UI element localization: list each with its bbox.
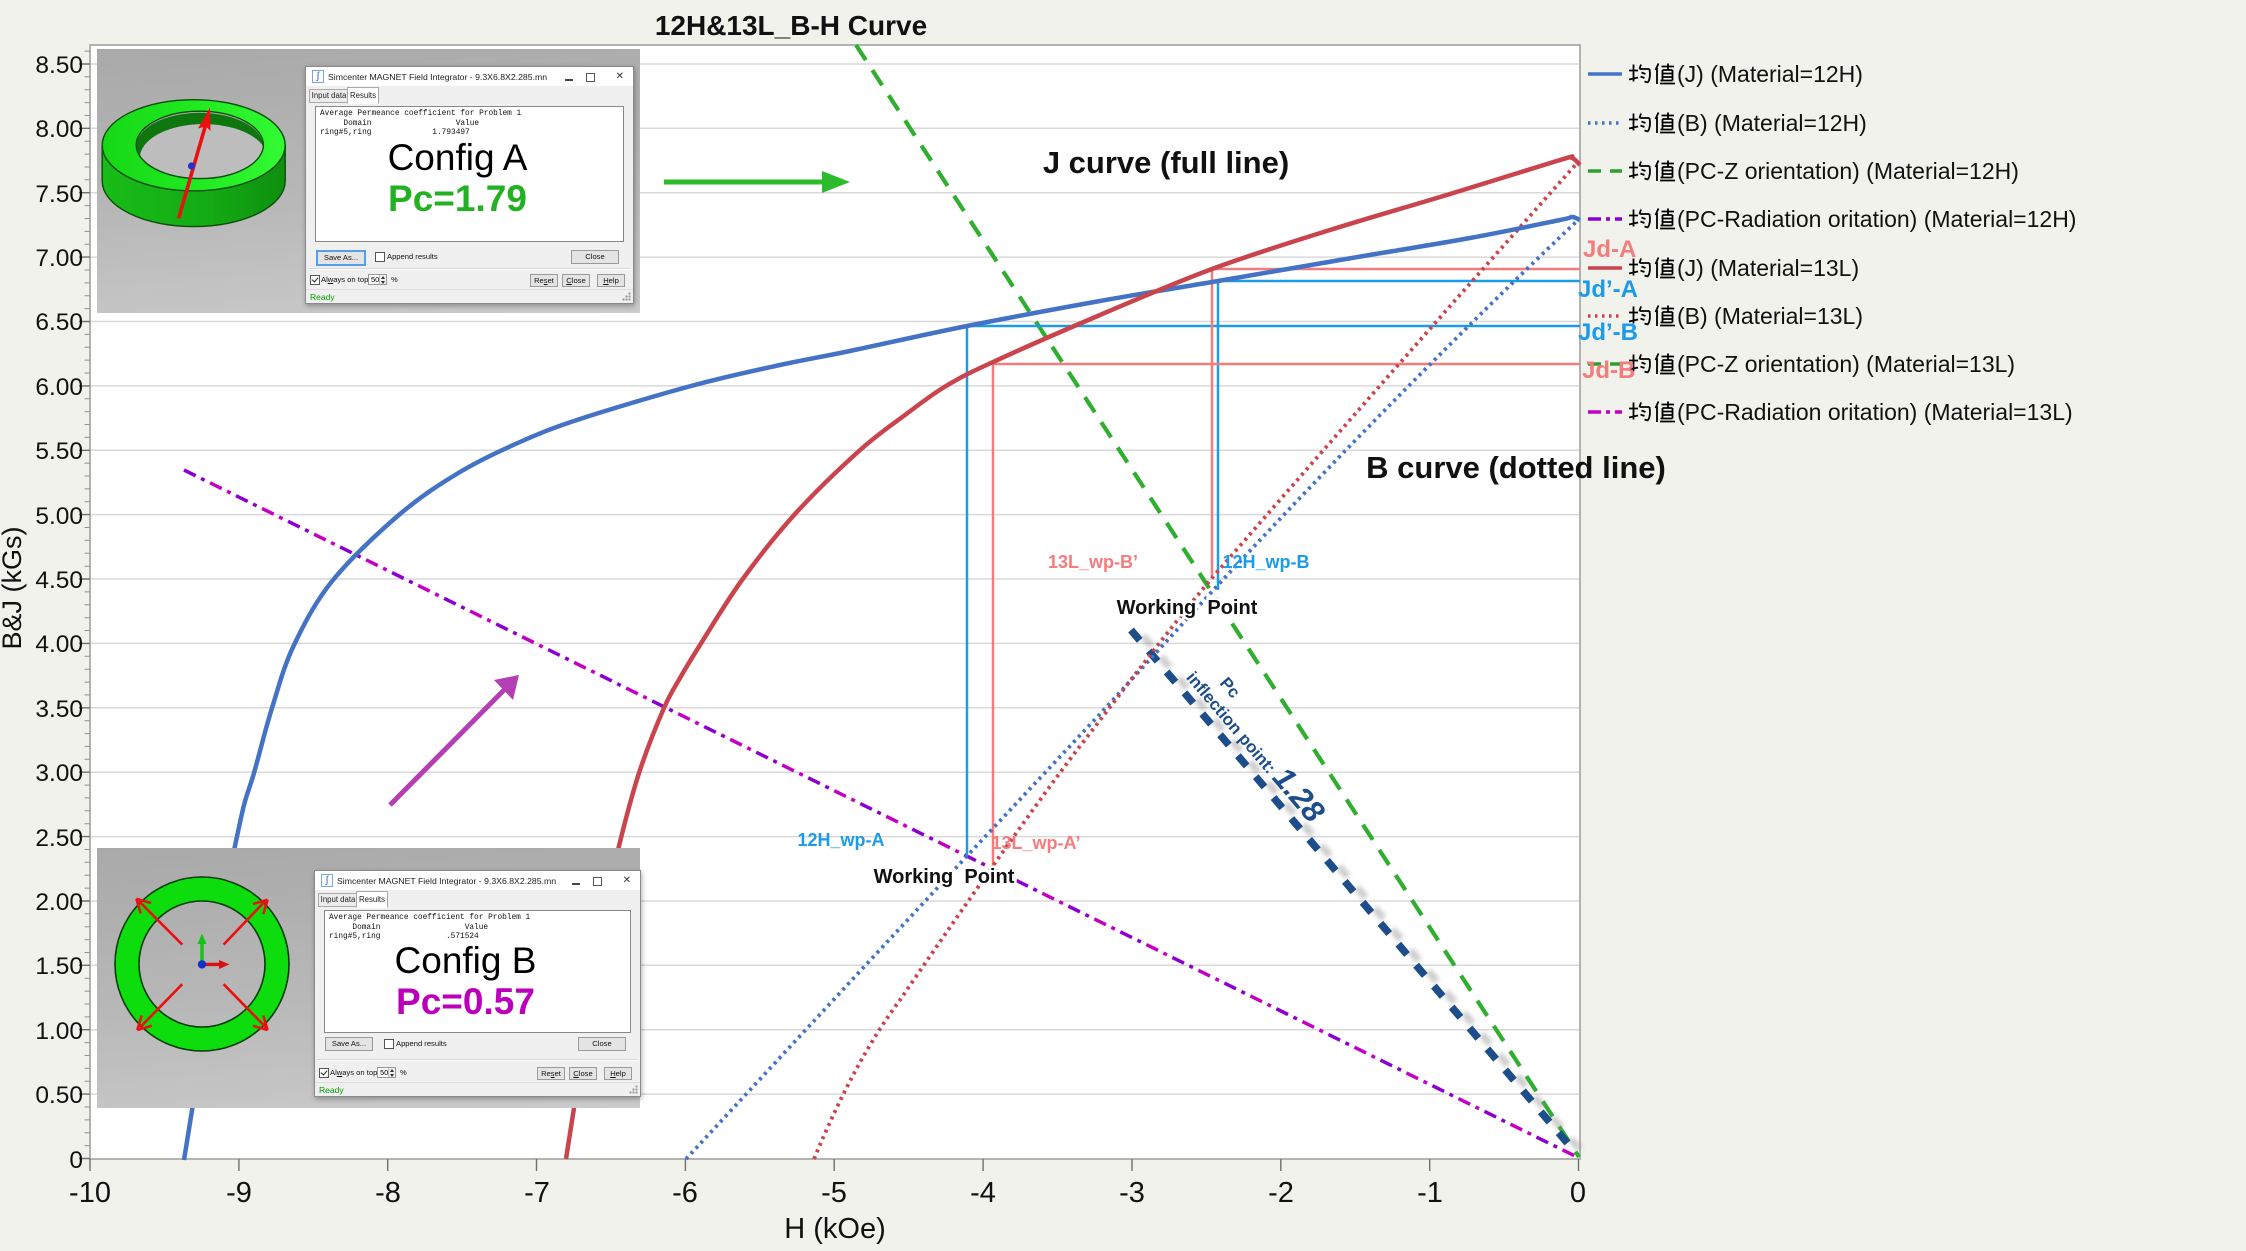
svg-text:(PC-Radiation oritation) (Mate: (PC-Radiation oritation) (Material=12H) <box>1677 206 2076 232</box>
svg-text:3.50: 3.50 <box>35 696 83 723</box>
svg-text:(PC-Z orientation) (Material=1: (PC-Z orientation) (Material=12H) <box>1677 158 2019 184</box>
svg-text:0: 0 <box>1570 1177 1586 1209</box>
svg-text:-8: -8 <box>375 1177 401 1209</box>
svg-text:J curve (full line): J curve (full line) <box>1043 145 1289 180</box>
svg-text:4.50: 4.50 <box>35 567 83 594</box>
svg-text:8.50: 8.50 <box>35 52 83 79</box>
svg-text:1.50: 1.50 <box>35 953 83 980</box>
svg-text:8.00: 8.00 <box>35 116 83 143</box>
svg-text:Jd’-B: Jd’-B <box>1578 319 1638 346</box>
svg-text:13L_wp-A’: 13L_wp-A’ <box>991 833 1080 853</box>
svg-text:Working Point: Working Point <box>1117 597 1258 619</box>
svg-text:-10: -10 <box>69 1177 111 1209</box>
svg-text:3.00: 3.00 <box>35 760 83 787</box>
svg-text:-9: -9 <box>226 1177 252 1209</box>
svg-text:Jd’-A: Jd’-A <box>1578 276 1638 303</box>
svg-text:-5: -5 <box>821 1177 847 1209</box>
svg-text:(PC-Z orientation) (Material=1: (PC-Z orientation) (Material=13L) <box>1677 351 2015 377</box>
svg-text:Jd-A: Jd-A <box>1583 236 1636 263</box>
svg-text:H (kOe): H (kOe) <box>784 1213 886 1245</box>
svg-text:(B) (Material=12H): (B) (Material=12H) <box>1677 110 1867 136</box>
svg-text:Working Point: Working Point <box>874 866 1015 888</box>
svg-text:(PC-Radiation oritation) (Mate: (PC-Radiation oritation) (Material=13L) <box>1677 399 2073 425</box>
svg-text:B curve (dotted line): B curve (dotted line) <box>1366 450 1666 485</box>
svg-text:-4: -4 <box>970 1177 996 1209</box>
svg-text:12H_wp-B: 12H_wp-B <box>1222 552 1309 572</box>
svg-text:0: 0 <box>69 1147 83 1174</box>
svg-text:13L_wp-B’: 13L_wp-B’ <box>1048 552 1138 572</box>
svg-text:B&J (kGs): B&J (kGs) <box>0 526 27 649</box>
svg-text:6.00: 6.00 <box>35 374 83 401</box>
svg-text:7.50: 7.50 <box>35 181 83 208</box>
svg-text:-3: -3 <box>1119 1177 1145 1209</box>
svg-text:4.00: 4.00 <box>35 631 83 658</box>
svg-text:-6: -6 <box>672 1177 698 1209</box>
svg-text:1.00: 1.00 <box>35 1018 83 1045</box>
svg-text:2.00: 2.00 <box>35 889 83 916</box>
svg-text:(B) (Material=13L): (B) (Material=13L) <box>1677 303 1863 329</box>
svg-text:-2: -2 <box>1268 1177 1294 1209</box>
svg-text:6.50: 6.50 <box>35 309 83 336</box>
svg-text:-1: -1 <box>1417 1177 1443 1209</box>
svg-text:Jd-B: Jd-B <box>1582 357 1635 384</box>
svg-text:-7: -7 <box>524 1177 550 1209</box>
svg-text:2.50: 2.50 <box>35 825 83 852</box>
svg-text:(J) (Material=13L): (J) (Material=13L) <box>1677 255 1859 281</box>
svg-text:12H_wp-A: 12H_wp-A <box>797 830 884 850</box>
svg-text:5.00: 5.00 <box>35 503 83 530</box>
svg-text:0.50: 0.50 <box>35 1082 83 1109</box>
svg-text:(J) (Material=12H): (J) (Material=12H) <box>1677 61 1863 87</box>
svg-text:7.00: 7.00 <box>35 245 83 272</box>
svg-text:12H&13L_B-H Curve: 12H&13L_B-H Curve <box>655 10 927 41</box>
svg-text:5.50: 5.50 <box>35 438 83 465</box>
